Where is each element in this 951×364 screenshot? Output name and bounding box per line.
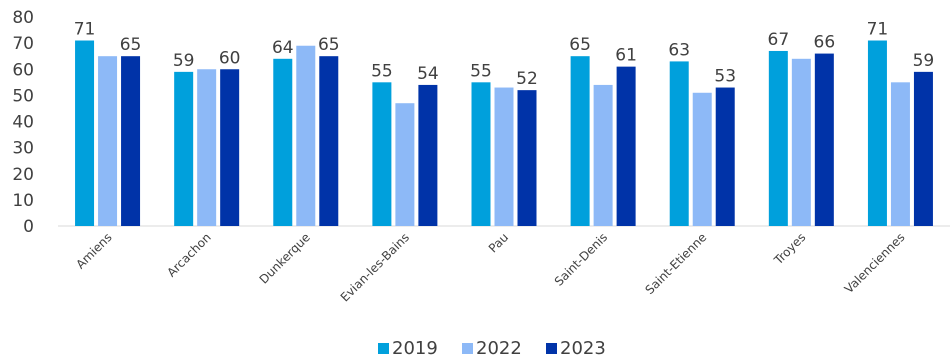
data-label: 65 [120, 35, 142, 55]
bar [98, 56, 118, 226]
y-tick-label: 20 [12, 165, 34, 185]
bar [395, 103, 415, 226]
bar [814, 53, 834, 227]
data-label: 52 [516, 69, 538, 89]
category-labels: Amiens Arcachon Dunkerque Evian-les-Bains Pa… [73, 230, 907, 304]
bar [494, 87, 514, 226]
bar [174, 71, 194, 226]
y-tick-label: 30 [12, 139, 34, 159]
bar [220, 69, 240, 226]
bar [692, 92, 712, 226]
category-label: Amiens [73, 230, 114, 271]
data-label: 55 [371, 61, 393, 81]
bar [517, 90, 537, 227]
bar [75, 40, 95, 227]
bar [471, 82, 491, 226]
bar [791, 58, 811, 226]
legend-swatch [462, 343, 473, 354]
bar [913, 71, 933, 226]
data-label: 54 [417, 64, 439, 84]
legend: 2019 2022 2023 [378, 338, 606, 359]
bar [319, 56, 339, 226]
bar [715, 87, 735, 226]
bar [570, 56, 590, 226]
bars [75, 40, 933, 227]
bar [197, 69, 217, 226]
data-label: 59 [173, 51, 195, 71]
data-label: 65 [569, 35, 591, 55]
bar [593, 84, 613, 226]
category-label: Dunkerque [257, 230, 313, 286]
legend-label: 2022 [476, 338, 522, 359]
data-labels: 71 65 59 60 64 65 55 54 55 52 65 61 63 53 67 66 71 59 [74, 20, 935, 90]
y-tick-label: 10 [12, 191, 34, 211]
bar [616, 66, 636, 226]
data-label: 71 [74, 20, 96, 40]
y-tick-label: 40 [12, 113, 34, 133]
y-tick-label: 0 [23, 217, 34, 237]
y-tick-label: 80 [12, 8, 34, 28]
data-label: 53 [714, 67, 736, 87]
data-label: 66 [814, 33, 836, 53]
data-label: 60 [219, 48, 241, 68]
data-label: 63 [668, 40, 690, 60]
y-tick-label: 60 [12, 60, 34, 80]
bar [372, 82, 392, 226]
legend-swatch [378, 343, 389, 354]
category-label: Arcachon [164, 230, 213, 279]
category-label: Saint-Denis [552, 230, 611, 289]
bar [867, 40, 887, 227]
category-label: Valenciennes [842, 230, 908, 296]
category-label: Evian-les-Bains [338, 230, 412, 304]
category-label: Pau [486, 230, 511, 255]
data-label: 61 [615, 46, 637, 66]
y-axis: 0 10 20 30 40 50 60 70 80 [12, 8, 34, 237]
category-label: Saint-Etienne [642, 230, 709, 297]
legend-label: 2019 [392, 338, 438, 359]
bar [273, 58, 293, 226]
data-label: 55 [470, 61, 492, 81]
y-tick-label: 50 [12, 86, 34, 106]
data-label: 67 [768, 30, 790, 50]
bar [768, 50, 788, 227]
bar [121, 56, 141, 226]
bar [669, 61, 689, 226]
data-label: 71 [867, 20, 889, 40]
bar [418, 84, 438, 226]
category-label: Troyes [771, 230, 809, 268]
data-label: 65 [318, 35, 340, 55]
data-label: 59 [913, 51, 935, 71]
legend-label: 2023 [560, 338, 606, 359]
bar [890, 82, 910, 226]
bar [296, 45, 316, 226]
legend-swatch [546, 343, 557, 354]
y-tick-label: 70 [12, 34, 34, 54]
data-label: 64 [272, 38, 294, 58]
